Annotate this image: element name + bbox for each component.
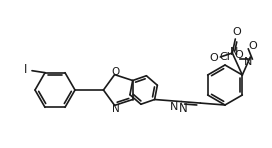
Text: N: N xyxy=(230,47,239,57)
Text: O: O xyxy=(234,50,243,60)
Text: O: O xyxy=(112,67,120,77)
Text: N: N xyxy=(179,102,188,115)
Text: I: I xyxy=(24,63,28,76)
Text: N: N xyxy=(169,103,178,112)
Text: O: O xyxy=(209,53,218,63)
Text: Cl: Cl xyxy=(220,52,230,62)
Text: O: O xyxy=(232,27,241,37)
Text: N: N xyxy=(112,104,119,114)
Text: N: N xyxy=(244,57,252,67)
Text: O: O xyxy=(248,41,257,51)
